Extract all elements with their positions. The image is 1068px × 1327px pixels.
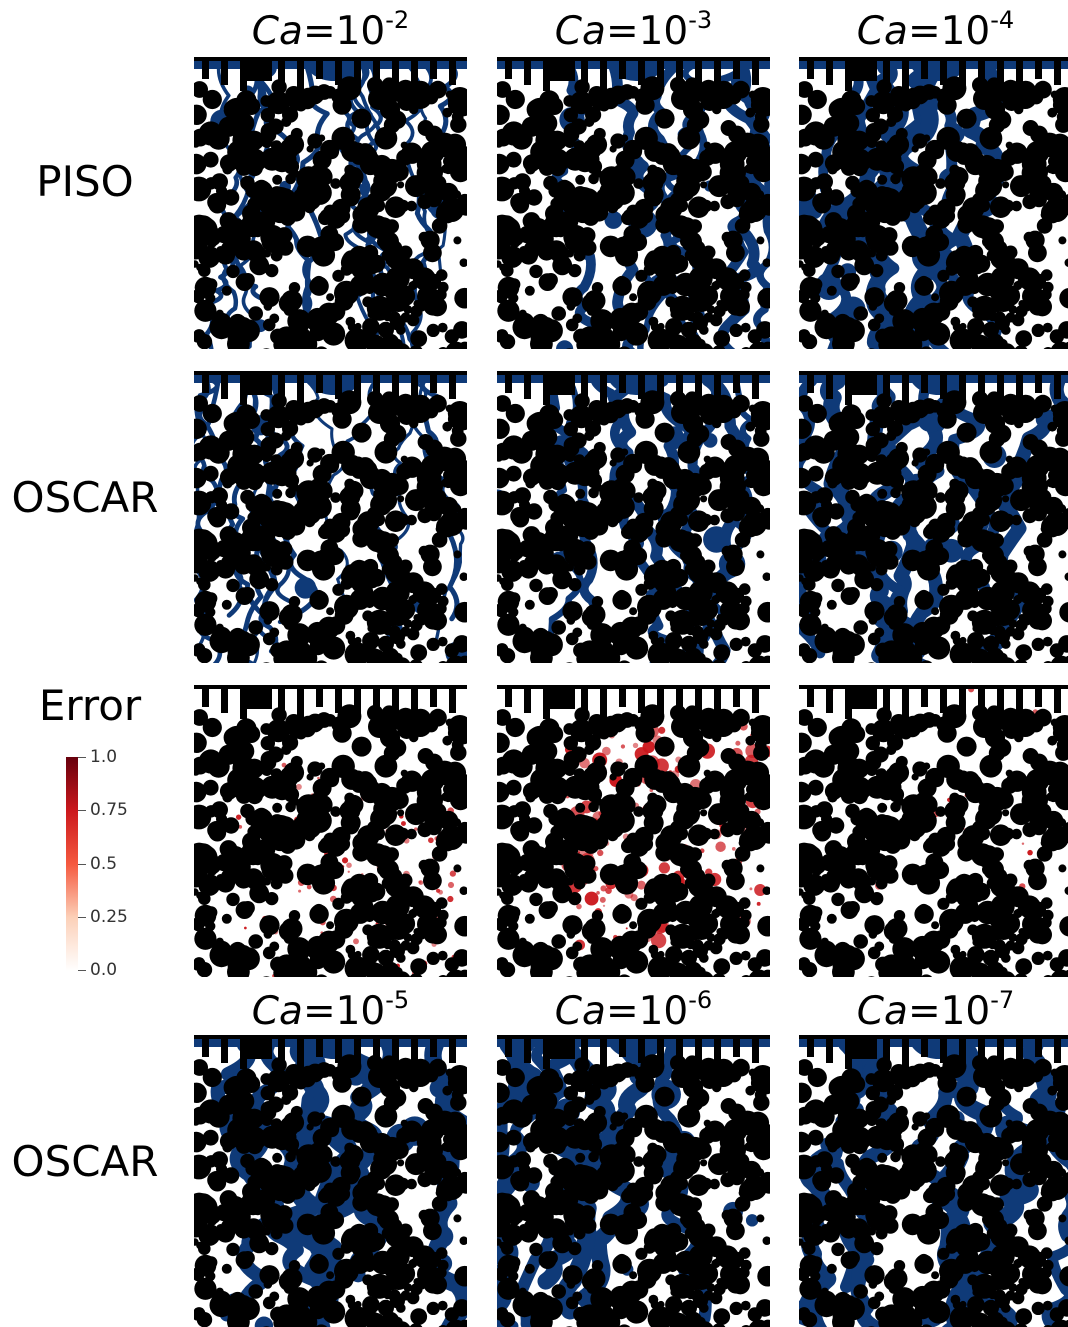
row-label-piso: PISO: [36, 157, 134, 206]
porous-media-image: [497, 371, 770, 663]
column-title-ca-1e-4: Ca=10-4: [856, 6, 1015, 54]
colorbar-tick: [78, 757, 86, 758]
panel-oscar-ca-1e-2: [194, 371, 467, 663]
colorbar-tick: [78, 810, 86, 811]
colorbar-label-0-5: 0.5: [90, 854, 118, 874]
porous-media-image: [497, 685, 770, 977]
colorbar-tick: [78, 970, 86, 971]
panel-oscar-ca-1e-7: [799, 1035, 1068, 1327]
porous-media-image: [497, 1035, 770, 1327]
column-title-ca-1e-6: Ca=10-6: [554, 986, 713, 1034]
colorbar-label-0-25: 0.25: [90, 907, 128, 927]
colorbar-ramp: [66, 757, 78, 971]
porous-media-image: [799, 57, 1068, 349]
row-label-oscar: OSCAR: [11, 473, 159, 522]
colorbar-label-0-75: 0.75: [90, 800, 128, 820]
porous-media-image: [799, 371, 1068, 663]
porous-media-image: [194, 57, 467, 349]
panel-error-ca-1e-3: [497, 685, 770, 977]
error-colorbar: 1.0 0.75 0.5 0.25 0.0: [60, 748, 150, 980]
column-title-ca-1e-5: Ca=10-5: [251, 986, 410, 1034]
colorbar-tick: [78, 864, 86, 865]
porous-media-image: [799, 685, 1068, 977]
porous-media-image: [194, 371, 467, 663]
panel-oscar-ca-1e-3: [497, 371, 770, 663]
panel-piso-ca-1e-3: [497, 57, 770, 349]
panel-oscar-ca-1e-5: [194, 1035, 467, 1327]
colorbar-label-0-0: 0.0: [90, 960, 118, 980]
panel-piso-ca-1e-2: [194, 57, 467, 349]
panel-piso-ca-1e-4: [799, 57, 1068, 349]
colorbar-tick: [78, 917, 86, 918]
porous-media-image: [799, 1035, 1068, 1327]
panel-error-ca-1e-2: [194, 685, 467, 977]
panel-oscar-ca-1e-4: [799, 371, 1068, 663]
porous-media-image: [194, 1035, 467, 1327]
porous-media-image: [194, 685, 467, 977]
colorbar-label-1-0: 1.0: [90, 747, 118, 767]
panel-oscar-ca-1e-6: [497, 1035, 770, 1327]
row-label-error: Error: [38, 681, 142, 730]
column-title-ca-1e-2: Ca=10-2: [251, 6, 410, 54]
row-label-oscar-bottom: OSCAR: [11, 1137, 159, 1186]
porous-media-image: [497, 57, 770, 349]
column-title-ca-1e-7: Ca=10-7: [856, 986, 1015, 1034]
panel-error-ca-1e-4: [799, 685, 1068, 977]
column-title-ca-1e-3: Ca=10-3: [554, 6, 713, 54]
